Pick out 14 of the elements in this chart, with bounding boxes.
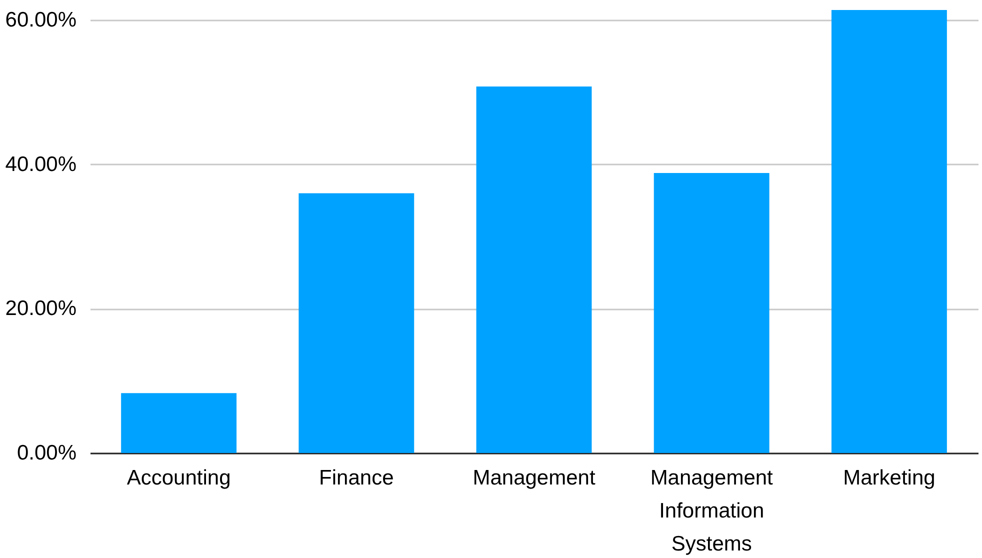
y-tick-label: 60.00%: [5, 8, 76, 32]
bar: [831, 10, 947, 453]
bar: [476, 86, 592, 453]
x-tick-label: Accounting: [126, 466, 231, 490]
y-tick-label: 0.00%: [16, 442, 76, 464]
x-tick-label: Management Information Systems: [650, 466, 774, 556]
bar: [654, 173, 770, 453]
y-tick-label: 20.00%: [5, 297, 76, 320]
x-tick-label: Management: [472, 466, 596, 490]
x-tick-label: Finance: [319, 466, 394, 490]
x-tick-label: Marketing: [843, 466, 936, 490]
bar: [298, 193, 414, 453]
bar: [121, 393, 237, 453]
y-tick-label: 40.00%: [5, 152, 76, 176]
